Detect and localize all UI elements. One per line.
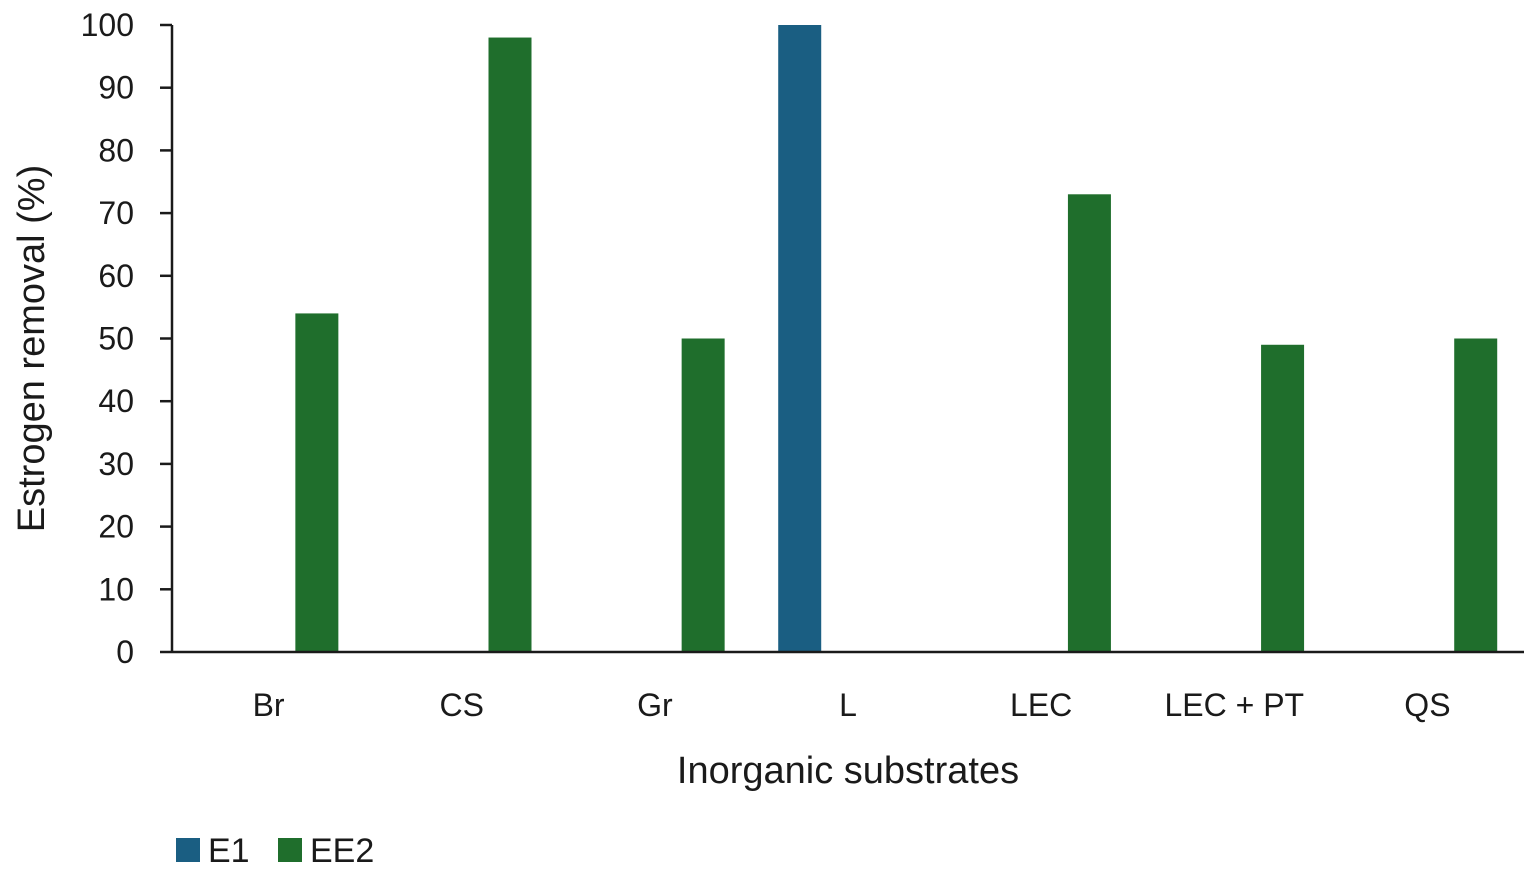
y-axis-title: Estrogen removal (%) xyxy=(11,165,53,532)
bar-ee2-2 xyxy=(681,338,725,652)
y-tick-label: 40 xyxy=(98,383,134,419)
bar-ee2-0 xyxy=(295,313,339,652)
y-tick-label: 80 xyxy=(98,132,134,168)
bar-e1-3 xyxy=(778,25,822,652)
legend-swatch-e1 xyxy=(176,838,200,862)
y-tick-label: 70 xyxy=(98,195,134,231)
x-category-label: LEC xyxy=(1010,687,1072,723)
y-tick-label: 20 xyxy=(98,509,134,545)
y-axis-ticks: 0 10 20 30 40 50 60 70 80 90 100 xyxy=(81,7,172,670)
x-category-label: QS xyxy=(1404,687,1450,723)
legend-label-e1: E1 xyxy=(208,832,250,869)
bar-ee2-1 xyxy=(488,37,532,653)
x-category-label: LEC + PT xyxy=(1164,687,1304,723)
bars xyxy=(295,25,1498,653)
bar-ee2-5 xyxy=(1261,344,1305,652)
x-category-label: Gr xyxy=(637,687,673,723)
legend-label-ee2: EE2 xyxy=(310,832,374,869)
y-tick-label: 30 xyxy=(98,446,134,482)
y-tick-label: 50 xyxy=(98,321,134,357)
x-category-label: Br xyxy=(253,687,285,723)
legend-swatch-ee2 xyxy=(278,838,302,862)
legend: E1 EE2 xyxy=(176,832,374,870)
x-category-label: CS xyxy=(439,687,483,723)
bar-ee2-6 xyxy=(1454,338,1498,652)
y-tick-label: 90 xyxy=(98,70,134,106)
x-category-label: L xyxy=(839,687,857,723)
y-tick-label: 100 xyxy=(81,7,134,43)
bar-ee2-4 xyxy=(1067,194,1111,653)
y-tick-label: 10 xyxy=(98,571,134,607)
x-axis-category-labels: Br CS Gr L LEC LEC + PT QS xyxy=(253,687,1451,723)
y-tick-label: 0 xyxy=(116,634,134,670)
x-axis-title: Inorganic substrates xyxy=(677,750,1019,792)
y-tick-label: 60 xyxy=(98,258,134,294)
